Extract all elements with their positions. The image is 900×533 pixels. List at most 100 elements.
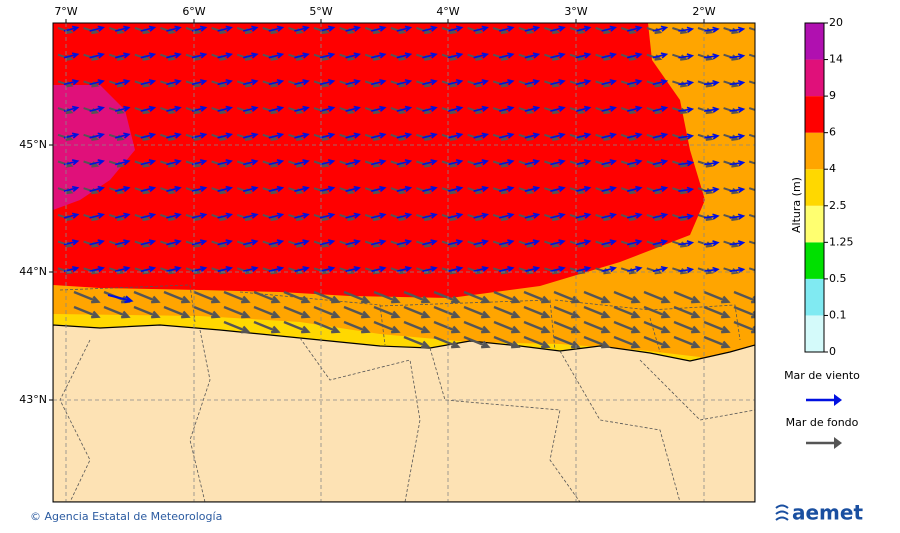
wave-arrow (166, 52, 182, 59)
colorbar-segment (805, 278, 824, 316)
wave-arrow (345, 212, 361, 219)
wave-arrow (268, 52, 285, 59)
wave-arrow (550, 132, 566, 139)
wave-arrow (652, 239, 669, 246)
legend-arrow-head (834, 437, 842, 449)
wave-arrow (343, 305, 371, 319)
wave-arrow (550, 25, 566, 32)
wave-arrow (371, 105, 387, 112)
wave-arrow (463, 320, 491, 334)
wave-arrow (319, 52, 336, 59)
wave-arrow (748, 267, 755, 272)
wave-arrow (217, 159, 233, 166)
wave-arrow (575, 239, 592, 246)
wave-arrow (294, 185, 310, 193)
wave-arrow (627, 185, 643, 193)
wave-arrow (748, 80, 755, 85)
wave-arrow (268, 239, 285, 246)
wave-arrow (140, 185, 157, 193)
wave-arrow (115, 132, 131, 139)
colorbar-segment (805, 23, 824, 60)
wave-arrow (703, 305, 731, 319)
wave-arrow (601, 212, 617, 219)
wave-arrow (343, 290, 371, 304)
wave-arrow (268, 212, 285, 219)
wave-arrow (373, 320, 401, 334)
wave-arrow (678, 133, 695, 140)
wave-arrow (755, 161, 769, 166)
wave-arrow (166, 132, 182, 139)
wave-arrow (553, 335, 581, 349)
wave-arrow (243, 159, 259, 166)
wave-arrow (601, 25, 617, 32)
wave-arrow (294, 52, 310, 59)
wave-arrow (294, 105, 310, 112)
wave-arrow (447, 185, 464, 193)
wave-arrow (115, 105, 131, 112)
wave-arrow (403, 305, 431, 319)
wave-arrow (493, 305, 521, 319)
wave-arrow (217, 185, 233, 193)
wave-arrow (396, 52, 413, 59)
wave-arrow (553, 305, 581, 319)
wave-arrow (163, 290, 191, 304)
lon-tick-label: 7°W (54, 5, 77, 18)
wave-arrow (601, 52, 617, 59)
logo: aemet (792, 501, 863, 525)
wave-arrow (243, 185, 259, 193)
legend-label: Mar de viento (784, 369, 860, 382)
wave-arrow (217, 105, 233, 112)
wave-arrow (396, 159, 413, 166)
lat-tick-label: 45°N (19, 138, 47, 151)
wave-arrow (89, 52, 105, 59)
wave-arrow (499, 105, 515, 112)
wave-arrow (140, 159, 157, 166)
wave-arrow (396, 239, 413, 246)
wave-arrow (575, 212, 592, 219)
wave-arrow (89, 132, 105, 139)
wave-arrow (396, 25, 413, 32)
wave-arrow (403, 320, 431, 334)
wave-arrow (319, 185, 336, 193)
wave-arrow (115, 159, 131, 166)
wave-arrow (729, 133, 746, 140)
wave-arrow (627, 132, 643, 139)
wave-arrow (63, 212, 80, 219)
wave-arrow (755, 134, 769, 139)
wave-arrow (553, 290, 581, 304)
wave-arrow (217, 25, 233, 32)
wave-arrow (447, 159, 464, 166)
wave-arrow (493, 335, 521, 349)
colorbar-title: Altura (m) (790, 177, 803, 233)
lon-tick-label: 3°W (564, 5, 587, 18)
wave-arrow (422, 265, 438, 273)
wave-arrow (319, 25, 336, 32)
wave-arrow (575, 159, 592, 166)
map-frame (52, 22, 756, 503)
wave-arrow (371, 212, 387, 219)
wave-arrow (553, 320, 581, 334)
wave-arrow (89, 239, 105, 246)
lon-tick-label: 2°W (692, 5, 715, 18)
wave-arrow (729, 53, 746, 60)
wave-arrow (627, 265, 643, 273)
wave-arrow (493, 290, 521, 304)
wave-arrow (643, 320, 671, 334)
wave-arrow (678, 26, 695, 33)
wave-arrow (748, 187, 755, 192)
wave-arrow (63, 239, 80, 246)
wave-arrow (550, 265, 566, 273)
wave-arrow (140, 79, 157, 86)
wave-arrow (703, 106, 720, 113)
wave-arrow (223, 305, 251, 319)
wave-arrow (63, 52, 80, 59)
wave-arrow (319, 105, 336, 112)
wave-arrow (89, 159, 105, 166)
wave-arrow (678, 240, 695, 247)
wave-arrow (755, 214, 769, 219)
wave-arrow (253, 305, 281, 319)
wave-arrow (703, 53, 720, 60)
wave-arrow (268, 265, 285, 273)
wave-arrow (613, 290, 641, 304)
